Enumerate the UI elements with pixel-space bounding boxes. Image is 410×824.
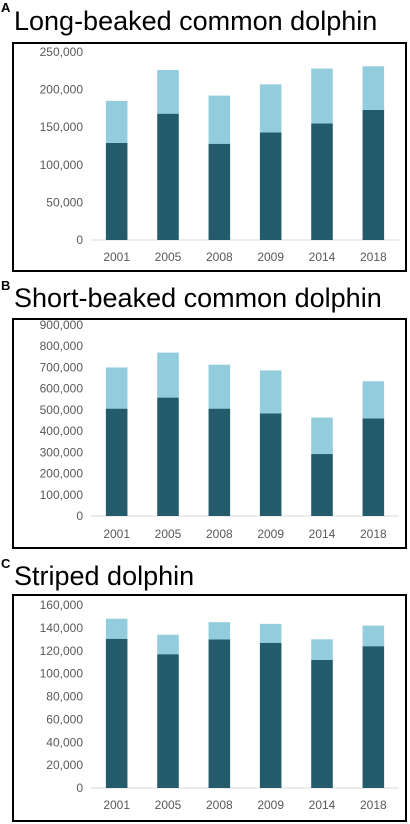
y-tick-label-a: 200,000: [40, 83, 84, 97]
x-tick-label-a: 2008: [206, 250, 233, 264]
bar-a-2001-series-1: [105, 100, 128, 143]
x-tick-label-b: 2001: [103, 527, 130, 541]
chart-a-svg: 0 50,000 100,000 150,000 200,000 250,000 2001 2…: [40, 45, 399, 264]
bar-b-2009-series-0: [259, 413, 282, 516]
bar-a-2008-series-0: [208, 143, 231, 240]
bar-b-2008-series-0: [208, 408, 231, 516]
y-tick-label-c: 40,000: [46, 735, 83, 749]
bar-b-2014-series-1: [311, 417, 333, 455]
bar-c-2014-series-1: [311, 639, 333, 660]
x-tick-label-a: 2009: [257, 250, 284, 264]
y-tick-label-c: 140,000: [40, 621, 84, 635]
bar-c-2009-series-1: [259, 623, 282, 643]
bar-c-2001-series-1: [105, 618, 128, 639]
bar-b-2009-series-1: [259, 370, 282, 414]
x-tick-label-b: 2008: [206, 527, 233, 541]
x-tick-label-a: 2014: [309, 250, 336, 264]
y-tick-label-a: 0: [76, 233, 83, 247]
x-tick-label-c: 2014: [309, 798, 336, 812]
y-tick-label-b: 800,000: [40, 339, 84, 353]
y-tick-label-b: 700,000: [40, 360, 84, 374]
y-tick-label-c: 0: [76, 781, 83, 795]
x-tick-label-b: 2005: [155, 527, 182, 541]
y-tick-label-c: 80,000: [46, 690, 83, 704]
y-tick-label-b: 600,000: [40, 382, 84, 396]
y-tick-label-b: 500,000: [40, 403, 84, 417]
x-tick-label-c: 2009: [257, 798, 284, 812]
x-tick-label-c: 2001: [103, 798, 130, 812]
bar-b-2005-series-1: [157, 352, 179, 398]
y-tick-label-c: 100,000: [40, 667, 84, 681]
bar-a-2001-series-0: [105, 142, 128, 240]
bar-c-2014-series-0: [311, 659, 333, 788]
x-tick-label-b: 2014: [309, 527, 336, 541]
bar-a-2005-series-1: [157, 70, 179, 114]
bar-c-2005-series-1: [157, 634, 179, 655]
y-tick-label-b: 0: [76, 509, 83, 523]
chart-title-a: Long-beaked common dolphin: [14, 6, 378, 36]
chart-b: 0 100,000 200,000 300,000 400,000 500,000 600,…: [12, 318, 407, 549]
bar-b-2005-series-0: [157, 397, 179, 516]
y-tick-label-c: 120,000: [40, 644, 84, 658]
bar-c-2018-series-1: [362, 625, 385, 647]
bar-b-2018-series-1: [362, 381, 385, 419]
y-tick-label-b: 200,000: [40, 467, 84, 481]
bar-b-2001-series-0: [105, 408, 128, 516]
chart-title-b: Short-beaked common dolphin: [14, 283, 382, 313]
x-tick-label-a: 2001: [103, 250, 130, 264]
panel-letter-a: A: [1, 0, 11, 15]
x-tick-label-c: 2008: [206, 798, 233, 812]
bar-c-2008-series-0: [208, 639, 231, 788]
y-tick-label-a: 150,000: [40, 120, 84, 134]
chart-b-svg: 0 100,000 200,000 300,000 400,000 500,000 600,…: [40, 318, 399, 541]
chart-c-svg: 0 20,000 40,000 60,000 80,000 100,000 120,000 1…: [40, 598, 399, 812]
bar-c-2005-series-0: [157, 654, 179, 788]
panel-letter-b: B: [1, 278, 11, 293]
x-tick-label-c: 2005: [155, 798, 182, 812]
chart-a: 0 50,000 100,000 150,000 200,000 250,000 2001 2…: [12, 42, 407, 272]
y-tick-label-b: 900,000: [40, 318, 84, 332]
y-tick-label-a: 250,000: [40, 45, 84, 59]
y-tick-label-c: 60,000: [46, 712, 83, 726]
bar-a-2018-series-1: [362, 66, 385, 110]
chart-title-c: Striped dolphin: [14, 561, 195, 591]
y-tick-label-a: 50,000: [46, 195, 83, 209]
y-tick-label-c: 20,000: [46, 758, 83, 772]
bar-a-2014-series-0: [311, 123, 333, 240]
x-tick-label-a: 2005: [155, 250, 182, 264]
y-tick-label-a: 100,000: [40, 158, 84, 172]
x-tick-label-b: 2009: [257, 527, 284, 541]
bar-c-2001-series-0: [105, 638, 128, 788]
bar-a-2005-series-0: [157, 113, 179, 240]
bar-a-2008-series-1: [208, 95, 231, 144]
x-tick-label-a: 2018: [360, 250, 387, 264]
x-tick-label-b: 2018: [360, 527, 387, 541]
bar-a-2009-series-0: [259, 132, 282, 240]
y-tick-label-b: 300,000: [40, 445, 84, 459]
bar-c-2008-series-1: [208, 622, 231, 640]
bar-b-2014-series-0: [311, 454, 333, 516]
bar-b-2001-series-1: [105, 367, 128, 409]
x-tick-label-c: 2018: [360, 798, 387, 812]
bar-c-2018-series-0: [362, 646, 385, 788]
y-tick-label-b: 400,000: [40, 424, 84, 438]
panel-letter-c: C: [1, 556, 11, 571]
bar-a-2018-series-0: [362, 109, 385, 241]
y-tick-label-b: 100,000: [40, 488, 84, 502]
bar-b-2008-series-1: [208, 364, 231, 409]
y-tick-label-c: 160,000: [40, 598, 84, 612]
bar-b-2018-series-0: [362, 418, 385, 516]
bar-a-2009-series-1: [259, 84, 282, 133]
bar-c-2009-series-0: [259, 642, 282, 788]
bar-a-2014-series-1: [311, 68, 333, 124]
chart-c: 0 20,000 40,000 60,000 80,000 100,000 120,000 1…: [12, 594, 407, 822]
